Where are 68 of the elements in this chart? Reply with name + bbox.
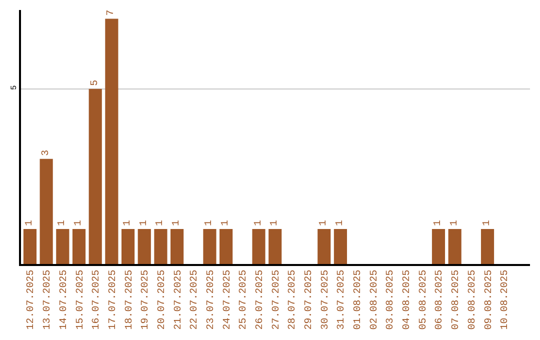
data-label: 1	[449, 220, 460, 226]
x-tick-label: 30.07.2025	[320, 270, 332, 330]
data-label: 1	[220, 220, 232, 226]
x-tick-label: 25.07.2025	[238, 270, 250, 330]
bar	[154, 228, 168, 264]
x-tick-label: 09.08.2025	[484, 270, 495, 330]
x-tick-label: 13.07.2025	[42, 270, 54, 330]
bar	[480, 228, 494, 264]
x-tick-label: 14.07.2025	[58, 270, 70, 330]
bar	[432, 228, 446, 264]
bar	[72, 228, 86, 264]
data-label: 7	[106, 10, 118, 16]
x-tick-label: 21.07.2025	[173, 270, 184, 330]
data-label: 1	[57, 220, 68, 226]
bar	[88, 88, 102, 264]
x-tick-label: 07.08.2025	[451, 270, 462, 330]
data-label: 1	[74, 220, 85, 226]
bar	[23, 228, 37, 264]
x-tick-label: 10.08.2025	[500, 270, 512, 330]
bar	[448, 228, 462, 264]
x-tick-label: 24.07.2025	[222, 270, 234, 330]
x-tick-label: 23.07.2025	[206, 270, 217, 330]
data-label: 1	[155, 220, 166, 226]
x-tick-label: 06.08.2025	[434, 270, 446, 330]
x-tick-label: 01.08.2025	[353, 270, 364, 330]
data-label: 1	[482, 220, 494, 226]
bar	[170, 228, 184, 264]
x-tick-label: 19.07.2025	[140, 270, 152, 330]
data-label: 1	[204, 220, 216, 226]
x-tick-label: 28.07.2025	[288, 270, 299, 330]
x-tick-label: 20.07.2025	[156, 270, 168, 330]
x-tick-label: 17.07.2025	[108, 270, 119, 330]
bar	[40, 158, 53, 264]
data-label: 1	[253, 220, 264, 226]
x-tick-label: 12.07.2025	[26, 270, 38, 330]
x-tick-label: 16.07.2025	[92, 270, 103, 330]
data-label: 1	[138, 220, 150, 226]
data-label: 1	[318, 220, 330, 226]
bar	[220, 228, 233, 264]
bar	[105, 18, 118, 264]
x-tick-label: 29.07.2025	[304, 270, 316, 330]
data-label: 5	[90, 80, 101, 86]
bar	[203, 228, 216, 264]
x-tick-label: 03.08.2025	[386, 270, 397, 330]
x-tick-label: 04.08.2025	[402, 270, 414, 330]
bar	[138, 228, 151, 264]
x-tick-label: 31.07.2025	[336, 270, 348, 330]
bar	[268, 228, 282, 264]
data-label: 1	[432, 220, 444, 226]
bar	[252, 228, 266, 264]
x-tick-label: 08.08.2025	[467, 270, 478, 330]
x-tick-label: 15.07.2025	[75, 270, 86, 330]
x-tick-label: 26.07.2025	[255, 270, 266, 330]
data-label: 1	[270, 220, 281, 226]
x-tick-label: 22.07.2025	[190, 270, 201, 330]
bar	[334, 228, 347, 264]
data-label: 1	[24, 220, 36, 226]
x-tick-label: 18.07.2025	[124, 270, 136, 330]
bar	[318, 228, 331, 264]
bar	[121, 228, 135, 264]
data-label: 1	[172, 220, 183, 226]
x-tick-label: 27.07.2025	[271, 270, 282, 330]
data-label: 1	[122, 220, 134, 226]
data-label: 3	[40, 150, 52, 156]
x-tick-label: 02.08.2025	[369, 270, 380, 330]
data-label: 1	[334, 220, 346, 226]
x-tick-label: 05.08.2025	[418, 270, 430, 330]
bar	[56, 228, 70, 264]
